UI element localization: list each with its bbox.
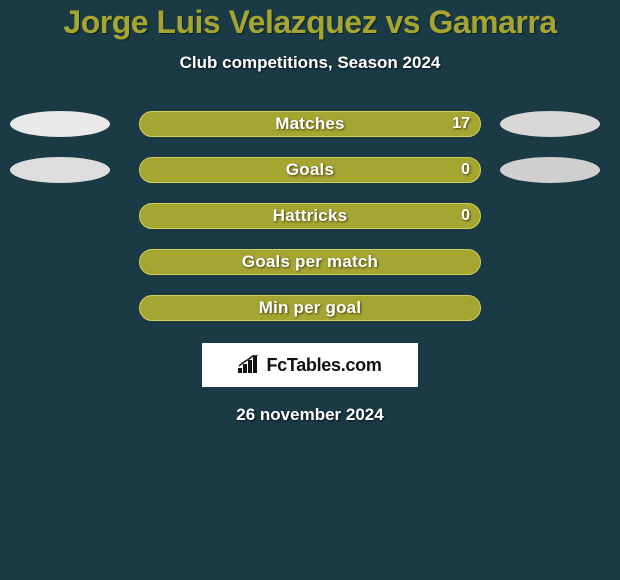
- stat-label: Goals per match: [242, 252, 378, 272]
- player-right-marker: [500, 111, 600, 137]
- stat-bar: Goals per match: [139, 249, 481, 275]
- stat-row: Min per goal: [0, 285, 620, 331]
- stat-label: Matches: [275, 114, 344, 134]
- stat-value: 17: [452, 115, 470, 133]
- stat-row: Matches 17: [0, 101, 620, 147]
- stat-label: Hattricks: [273, 206, 348, 226]
- date-line: 26 november 2024: [0, 405, 620, 425]
- stat-label: Min per goal: [259, 298, 362, 318]
- stat-row: Goals per match: [0, 239, 620, 285]
- player-left-marker: [10, 111, 110, 137]
- bar-chart-icon: [238, 355, 262, 375]
- player-left-marker: [10, 157, 110, 183]
- comparison-infographic: Jorge Luis Velazquez vs Gamarra Club com…: [0, 0, 620, 425]
- stat-row: Hattricks 0: [0, 193, 620, 239]
- brand-badge: FcTables.com: [202, 343, 418, 387]
- stat-value: 0: [461, 161, 470, 179]
- player-right-marker: [500, 157, 600, 183]
- stat-bar: Min per goal: [139, 295, 481, 321]
- stat-bar: Hattricks 0: [139, 203, 481, 229]
- stat-label: Goals: [286, 160, 334, 180]
- stat-bar: Goals 0: [139, 157, 481, 183]
- brand-text: FcTables.com: [266, 355, 381, 376]
- stat-row: Goals 0: [0, 147, 620, 193]
- stat-value: 0: [461, 207, 470, 225]
- stat-bar: Matches 17: [139, 111, 481, 137]
- page-title: Jorge Luis Velazquez vs Gamarra: [0, 4, 620, 41]
- stat-rows: Matches 17 Goals 0 Hattricks 0 Goals per match…: [0, 101, 620, 331]
- page-subtitle: Club competitions, Season 2024: [0, 53, 620, 73]
